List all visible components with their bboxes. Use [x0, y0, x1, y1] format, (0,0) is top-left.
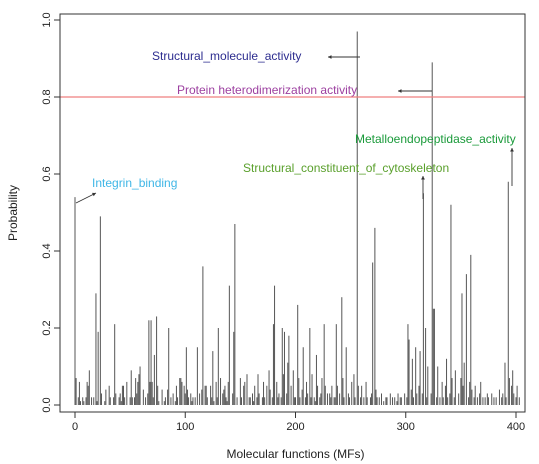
annotation-label: Metalloendopeptidase_activity	[355, 132, 516, 146]
annotation-1: Protein heterodimerization activity	[177, 83, 432, 97]
annotation-4: Integrin_binding	[75, 176, 177, 204]
y-tick-label: 0.0	[41, 397, 53, 412]
annotation-3: Structural_constituent_of_cytoskeleton	[243, 161, 449, 199]
annotation-label: Structural_constituent_of_cytoskeleton	[243, 161, 449, 175]
x-tick-label: 400	[507, 421, 525, 433]
annotation-label: Protein heterodimerization activity	[177, 83, 357, 97]
y-tick-label: 0.8	[41, 89, 53, 104]
y-tick-label: 1.0	[41, 12, 53, 27]
annotations: Structural_molecule_activity Protein hete…	[75, 49, 516, 204]
annotation-label: Structural_molecule_activity	[152, 49, 301, 63]
x-axis: 0 100 200 300 400	[72, 411, 525, 433]
annotation-leader	[75, 192, 97, 204]
y-tick-label: 0.4	[41, 243, 53, 258]
annotation-0: Structural_molecule_activity	[152, 49, 360, 63]
annotation-2: Metalloendopeptidase_activity	[355, 132, 516, 186]
x-tick-label: 100	[176, 421, 194, 433]
annotation-arrowhead	[92, 192, 96, 197]
x-axis-label: Molecular functions (MFs)	[226, 447, 364, 461]
y-tick-label: 0.2	[41, 320, 53, 335]
annotation-arrowhead	[398, 89, 402, 93]
y-tick-label: 0.6	[41, 166, 53, 181]
annotation-arrowhead	[510, 148, 514, 152]
annotation-arrowhead	[328, 55, 332, 59]
plot-frame	[59, 13, 526, 413]
annotation-label: Integrin_binding	[92, 176, 177, 190]
bar-series	[74, 31, 520, 405]
annotation-arrowhead	[421, 176, 425, 180]
y-axis: 0.0 0.2 0.4 0.6 0.8 1.0	[41, 12, 61, 413]
y-axis-label: Probability	[6, 185, 20, 241]
x-tick-label: 200	[286, 421, 304, 433]
x-tick-label: 0	[72, 421, 78, 433]
x-tick-label: 300	[397, 421, 415, 433]
